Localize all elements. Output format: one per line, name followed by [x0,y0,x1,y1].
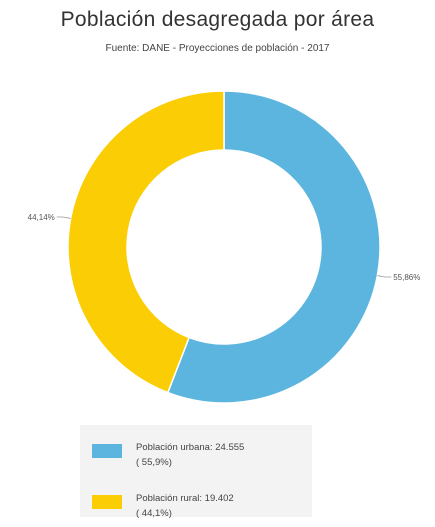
legend-text-urban: Población urbana: 24.555 ( 55,9%) [136,440,244,470]
legend-value-rural: 19.402 [204,493,234,504]
chart-legend: Población urbana: 24.555 ( 55,9%) Poblac… [80,425,312,519]
legend-label-rural: Población rural: [136,493,203,504]
donut-slice-urban[interactable] [166,90,381,404]
legend-swatch-urban [92,444,122,458]
chart-title: Población desagregada por área [60,8,375,31]
leader-line-urban [377,275,392,278]
legend-swatch-rural [92,495,122,509]
legend-value-urban: 24.555 [215,442,245,453]
legend-item-rural[interactable]: Población rural: 19.402 ( 44,1%) [92,489,307,527]
legend-text-rural: Población rural: 19.402 ( 44,1%) [136,491,234,521]
donut-chart: 55,86% 44,14% [28,90,420,404]
legend-label-urban: Población urbana: [136,442,213,453]
legend-percent-rural: ( 44,1%) [136,508,172,519]
data-label-urban: 55,86% [393,273,420,282]
chart-subtitle: Fuente: DANE - Proyecciones de población… [105,43,330,54]
legend-percent-urban: ( 55,9%) [136,457,172,468]
donut-slice-rural[interactable] [67,90,225,394]
legend-item-urban[interactable]: Población urbana: 24.555 ( 55,9%) [92,438,307,476]
leader-line-rural [56,216,71,219]
data-label-rural: 44,14% [28,213,55,222]
